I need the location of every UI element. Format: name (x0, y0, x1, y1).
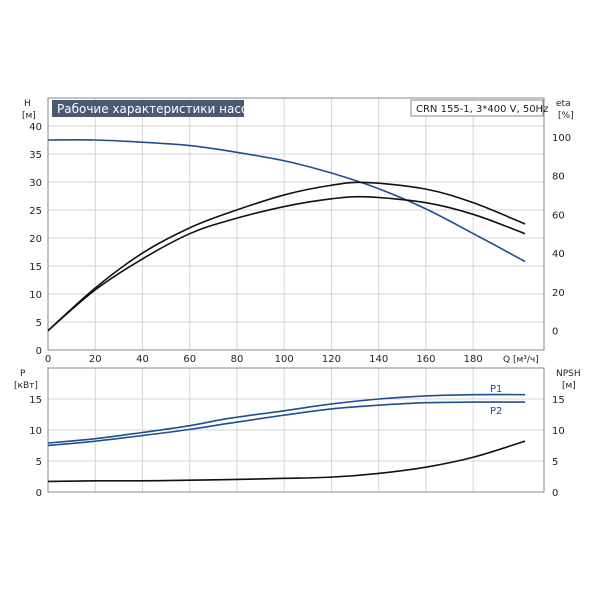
bottom-series-line-1 (47, 401, 526, 447)
chart-title-box (52, 100, 244, 117)
top-y-right-tick-label: 100 (552, 133, 571, 144)
chart-title: Рабочие характеристики насоса (57, 102, 262, 116)
bottom-series-line-2 (47, 440, 526, 483)
top-y-left-tick-label: 15 (29, 262, 42, 273)
top-y-left-tick-label: 35 (29, 150, 42, 161)
top-chart-series (47, 139, 526, 332)
bottom-y-right-tick-label: 0 (552, 488, 558, 499)
bottom-series-line-0 (47, 393, 526, 444)
bottom-y-left-name: P (20, 369, 26, 379)
legend-p1: P1 (490, 384, 502, 395)
x-tick-label: 40 (136, 354, 149, 365)
x-tick-label: 0 (45, 354, 51, 365)
bottom-y-right-tick-label: 15 (552, 395, 565, 406)
bottom-chart-series (47, 393, 526, 483)
top-chart-frame (47, 97, 545, 351)
bottom-y-left-tick-label: 15 (29, 395, 42, 406)
top-y-right-tick-label: 0 (552, 327, 558, 338)
bottom-y-right-tick-label: 10 (552, 426, 565, 437)
top-y-left-tick-label: 5 (36, 318, 42, 329)
x-tick-label: 160 (416, 354, 435, 365)
bottom-y-left-unit: [кВт] (14, 381, 38, 391)
bottom-y-right-unit: [м] (562, 381, 576, 391)
top-series-line-2 (47, 195, 526, 332)
bottom-y-right-name: NPSH (556, 369, 581, 379)
top-y-right-name: eta (556, 99, 571, 109)
x-tick-label: 180 (464, 354, 483, 365)
top-chart-ticks: 0 20 40 60 80 100 120 140 160 180 0 5 10 15 20 25 30 35 40… (29, 122, 571, 365)
top-y-left-tick-label: 20 (29, 234, 42, 245)
x-axis-label: Q [м³/ч] (503, 355, 539, 365)
top-y-right-tick-label: 60 (552, 210, 565, 221)
bottom-chart-ticks: 0 5 10 15 0 5 10 15 (29, 395, 564, 499)
top-y-left-tick-label: 10 (29, 290, 42, 301)
x-tick-label: 120 (322, 354, 341, 365)
bottom-y-left-tick-label: 0 (36, 488, 42, 499)
x-tick-label: 100 (275, 354, 294, 365)
top-y-left-tick-label: 30 (29, 178, 42, 189)
top-y-right-tick-label: 40 (552, 249, 565, 260)
top-y-right-tick-label: 20 (552, 288, 565, 299)
bottom-chart-grid (47, 368, 544, 493)
x-tick-label: 140 (369, 354, 388, 365)
x-tick-label: 80 (231, 354, 244, 365)
x-tick-label: 60 (183, 354, 196, 365)
top-y-left-tick-label: 0 (36, 346, 42, 357)
pump-info-box (410, 99, 544, 117)
top-series-line-0 (47, 139, 526, 263)
top-y-left-tick-label: 25 (29, 206, 42, 217)
pump-info: CRN 155-1, 3*400 V, 50Hz (416, 104, 548, 115)
top-y-right-unit: [%] (558, 111, 574, 121)
bottom-y-right-tick-label: 5 (552, 457, 558, 468)
bottom-chart-frame (47, 367, 545, 493)
top-series-line-1 (47, 181, 526, 332)
legend-p2: P2 (490, 406, 502, 417)
top-chart-grid (47, 98, 544, 351)
top-y-left-name: H (24, 99, 31, 109)
bottom-y-left-tick-label: 5 (36, 457, 42, 468)
x-tick-label: 20 (89, 354, 102, 365)
top-y-left-tick-label: 40 (29, 122, 42, 133)
bottom-y-left-tick-label: 10 (29, 426, 42, 437)
top-y-left-unit: [м] (22, 111, 36, 121)
top-y-right-tick-label: 80 (552, 172, 565, 183)
